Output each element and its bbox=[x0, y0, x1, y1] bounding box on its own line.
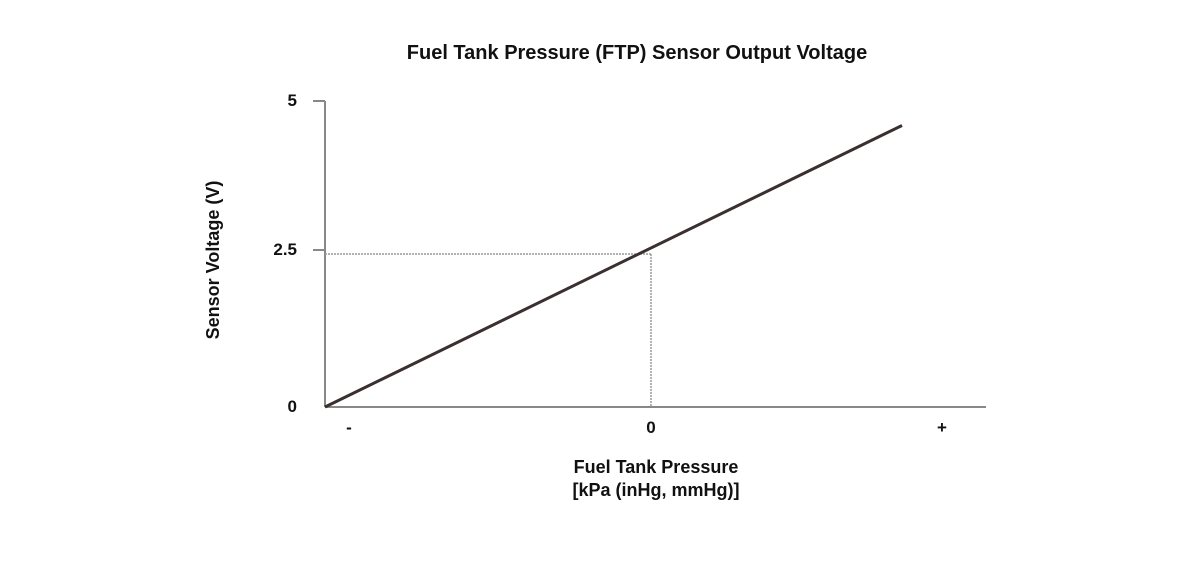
y-axis-label: Sensor Voltage (V) bbox=[203, 181, 223, 340]
y-tick-label-2-5: 2.5 bbox=[273, 240, 297, 259]
x-axis-label-line1: Fuel Tank Pressure bbox=[574, 457, 739, 477]
x-tick-label-plus: + bbox=[937, 418, 947, 437]
x-axis-label-line2: [kPa (inHg, mmHg)] bbox=[572, 480, 739, 500]
x-tick-label-minus: - bbox=[346, 418, 352, 437]
y-tick-label-0: 0 bbox=[288, 397, 297, 416]
y-tick-label-5: 5 bbox=[288, 91, 297, 110]
series-line bbox=[324, 124, 903, 409]
x-tick-label-0: 0 bbox=[646, 418, 655, 437]
chart-title: Fuel Tank Pressure (FTP) Sensor Output V… bbox=[407, 42, 867, 64]
